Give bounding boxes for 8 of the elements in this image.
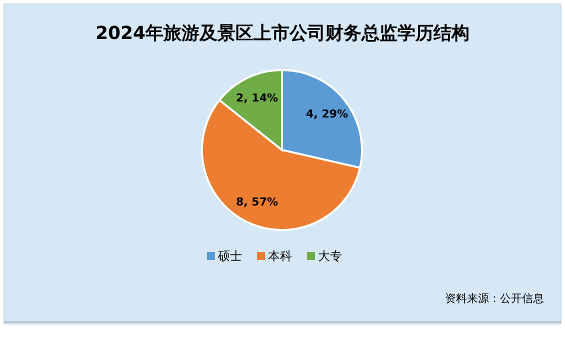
legend-label: 硕士: [217, 249, 242, 263]
data-label: 4, 29%: [306, 108, 348, 121]
chart-title: 2024年旅游及景区上市公司财务总监学历结构: [95, 23, 470, 44]
legend-label: 大专: [318, 249, 342, 263]
text: 资料来源：公开信息: [445, 292, 544, 305]
data-label: 8, 57%: [236, 195, 278, 208]
data-label: 2, 14%: [236, 92, 278, 105]
legend-label: 本科: [268, 249, 292, 263]
